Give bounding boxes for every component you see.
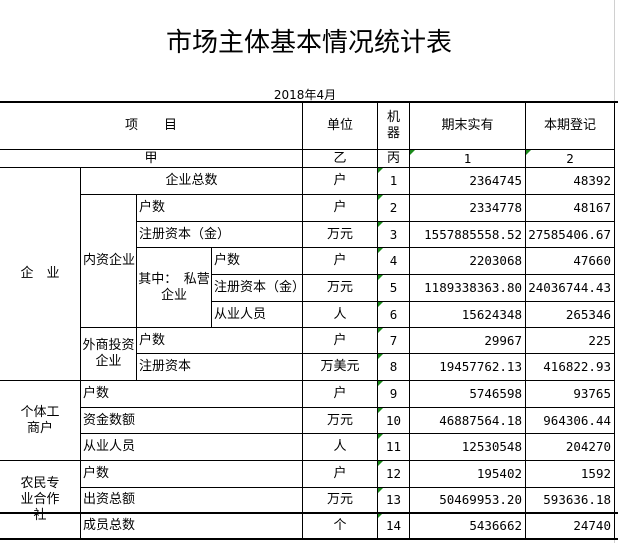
row-code: 7 [378, 328, 410, 354]
row-label: 从业人员 [212, 302, 303, 328]
row-end-value: 15624348 [410, 302, 526, 328]
row-code: 6 [378, 302, 410, 328]
row-label: 企业总数 [81, 168, 303, 195]
row-current-value: 27585406.67 [526, 222, 615, 248]
row-unit: 户 [303, 168, 378, 195]
header-end-sub: 1 [410, 150, 526, 168]
row-unit: 万元 [303, 408, 378, 434]
row-current-value: 225 [526, 328, 615, 354]
row-current-value: 416822.93 [526, 354, 615, 381]
table-top-border [0, 101, 618, 103]
row-current-value: 48392 [526, 168, 615, 195]
row-unit: 个 [303, 513, 378, 539]
group-coop: 农民专业合作社 [0, 461, 81, 539]
row-code: 1 [378, 168, 410, 195]
row-label: 户数 [212, 248, 303, 275]
row-current-value: 964306.44 [526, 408, 615, 434]
row-code: 4 [378, 248, 410, 275]
row-unit: 户 [303, 328, 378, 354]
row-label: 出资总额 [81, 488, 303, 513]
header-end: 期末实有 [410, 102, 526, 150]
row-label: 户数 [137, 195, 303, 222]
row-label: 户数 [81, 461, 303, 488]
row-end-value: 2334778 [410, 195, 526, 222]
row-current-value: 48167 [526, 195, 615, 222]
header-code: 机 器 [378, 102, 410, 150]
row-unit: 人 [303, 434, 378, 461]
group-foreign: 外商投资企业 [81, 328, 137, 381]
row-current-value: 24036744.43 [526, 275, 615, 302]
row-end-value: 12530548 [410, 434, 526, 461]
group-private: 其中： 私营企业 [137, 248, 212, 328]
row-end-value: 1557885558.52 [410, 222, 526, 248]
row-code: 14 [378, 513, 410, 539]
row-code: 11 [378, 434, 410, 461]
row-end-value: 5746598 [410, 381, 526, 408]
row-current-value: 265346 [526, 302, 615, 328]
row-label: 注册资本（金） [137, 222, 303, 248]
row-current-value: 593636.18 [526, 488, 615, 513]
row-unit: 户 [303, 195, 378, 222]
row-code: 5 [378, 275, 410, 302]
header-current: 本期登记 [526, 102, 615, 150]
row-code: 10 [378, 408, 410, 434]
table-bottom-border [0, 538, 618, 540]
row-current-value: 93765 [526, 381, 615, 408]
row-code: 12 [378, 461, 410, 488]
row-end-value: 2364745 [410, 168, 526, 195]
row-end-value: 29967 [410, 328, 526, 354]
row-unit: 万元 [303, 275, 378, 302]
row-current-value: 47660 [526, 248, 615, 275]
row-label: 成员总数 [81, 513, 303, 539]
report-date: 2018年4月 [273, 88, 337, 102]
row-end-value: 1189338363.80 [410, 275, 526, 302]
row-label: 户数 [137, 328, 303, 354]
row-current-value: 204270 [526, 434, 615, 461]
row-unit: 万元 [303, 488, 378, 513]
row-current-value: 24740 [526, 513, 615, 539]
row-unit: 万元 [303, 222, 378, 248]
group-enterprise: 企 业 [0, 168, 81, 381]
row-end-value: 195402 [410, 461, 526, 488]
row-end-value: 46887564.18 [410, 408, 526, 434]
table-divider [0, 512, 618, 514]
header-unit: 单位 [303, 102, 378, 150]
row-end-value: 19457762.13 [410, 354, 526, 381]
group-individual: 个体工商户 [0, 381, 81, 461]
row-end-value: 2203068 [410, 248, 526, 275]
row-unit: 户 [303, 461, 378, 488]
header-current-sub: 2 [526, 150, 615, 168]
row-end-value: 50469953.20 [410, 488, 526, 513]
row-code: 3 [378, 222, 410, 248]
header-item-sub: 甲 [0, 150, 303, 168]
row-unit: 户 [303, 248, 378, 275]
row-code: 13 [378, 488, 410, 513]
header-item: 项 目 [0, 102, 303, 150]
row-unit: 户 [303, 381, 378, 408]
row-code: 9 [378, 381, 410, 408]
row-unit: 人 [303, 302, 378, 328]
row-label: 户数 [81, 381, 303, 408]
row-code: 8 [378, 354, 410, 381]
page-title: 市场主体基本情况统计表 [165, 28, 452, 58]
row-current-value: 1592 [526, 461, 615, 488]
row-label: 注册资本 [137, 354, 303, 381]
group-domestic: 内资企业 [81, 195, 137, 328]
row-unit: 万美元 [303, 354, 378, 381]
row-label: 注册资本（金） [212, 275, 303, 302]
row-label: 从业人员 [81, 434, 303, 461]
header-unit-sub: 乙 [303, 150, 378, 168]
row-end-value: 5436662 [410, 513, 526, 539]
row-label: 资金数额 [81, 408, 303, 434]
row-code: 2 [378, 195, 410, 222]
header-code-sub: 丙 [378, 150, 410, 168]
